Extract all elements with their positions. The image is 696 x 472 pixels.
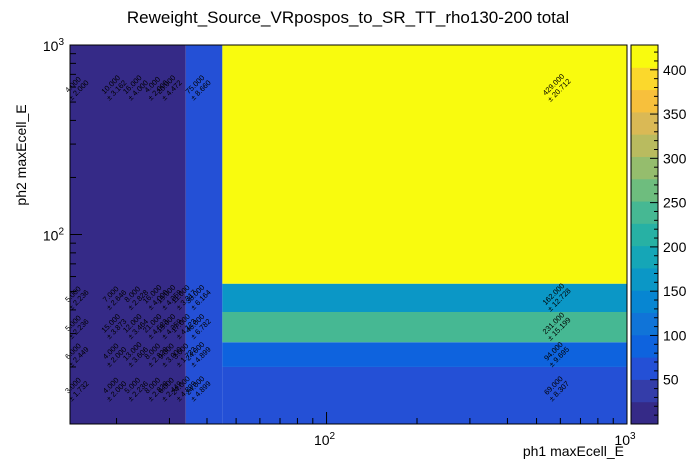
colorbar-segment [631,45,658,68]
colorbar-tick-label: 150 [663,283,687,299]
colorbar-tick-label: 250 [663,195,687,211]
colorbar-segment [631,89,658,113]
colorbar-segment [631,67,658,91]
x-tick-label: 102 [314,431,336,448]
x-axis-label: ph1 maxEcell_E [523,443,624,459]
heatmap-cell [222,45,627,284]
colorbar-segment [631,111,658,135]
colorbar-tick-label: 50 [663,372,679,388]
heatmap-cells [70,45,627,424]
colorbar-tick-label: 400 [663,62,687,78]
colorbar-tick-label: 300 [663,150,687,166]
colorbar-segment [631,401,658,425]
colorbar: 50 100 150 200 250 300 350 400 [630,44,687,425]
colorbar-segment [631,223,658,247]
x-tick-label: 103 [614,431,636,448]
colorbar-segment [631,379,658,403]
heatmap-cell [185,45,223,424]
colorbar-segment [631,267,658,291]
colorbar-tick-label: 200 [663,239,687,255]
heatmap-cell [222,311,627,343]
heatmap-cell [222,342,627,367]
colorbar-tick-label: 350 [663,106,687,122]
colorbar-tick-label: 100 [663,327,687,343]
colorbar-segment [631,201,658,224]
colorbar-segment [631,134,658,157]
colorbar-segment [631,245,658,269]
colorbar-segment [631,290,658,314]
y-tick-label: 102 [43,227,65,244]
colorbar-segment [631,357,658,380]
colorbar-frame [630,44,659,425]
heatmap-cell [222,283,627,312]
colorbar-segment [631,334,658,358]
chart-title: Reweight_Source_VRpospos_to_SR_TT_rho130… [127,8,569,27]
colorbar-segment [631,156,658,180]
y-axis-label: ph2 maxEcell_E [13,104,29,205]
axis-ticks: 102 103 102 103 [43,37,636,448]
y-tick-label: 103 [43,37,65,54]
colorbar-segment [631,312,658,336]
heatmap-cell [222,366,627,424]
colorbar-segment [631,178,658,202]
heatmap-cell [70,45,186,424]
